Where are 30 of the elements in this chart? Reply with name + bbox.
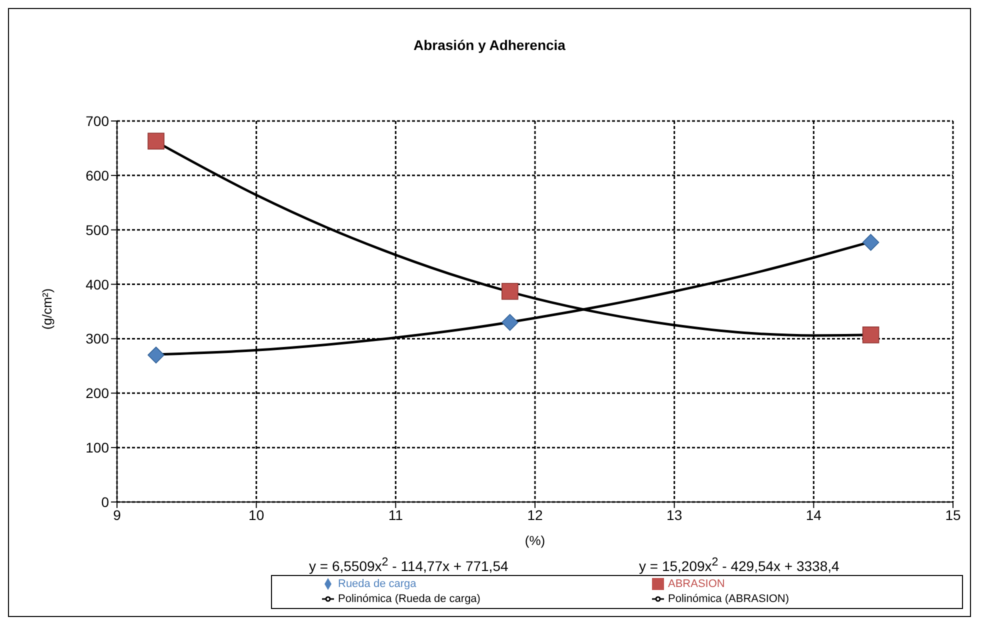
y-tick-label: 600 — [86, 167, 110, 184]
y-tick-label: 500 — [86, 222, 110, 238]
y-tick-label: 300 — [86, 330, 110, 347]
y-tick-label: 400 — [86, 276, 110, 292]
point — [148, 132, 164, 150]
y-tick-label: 100 — [86, 440, 110, 456]
x-tick-label: 12 — [527, 506, 543, 523]
legend-label: Polinómica (Rueda de carga) — [338, 593, 480, 605]
x-tick-label: 15 — [945, 506, 961, 523]
chart-title: Abrasión y Adherencia — [412, 37, 566, 53]
point — [502, 282, 518, 300]
x-tick-label: 13 — [666, 506, 682, 523]
y-tick-label: 0 — [101, 494, 110, 510]
text: y = 6,5509x$^{2}$ - 114,77x + 771,54 — [309, 555, 508, 574]
x-axis-title: (%) — [524, 533, 546, 548]
legend-label: Rueda de carga — [338, 578, 416, 590]
text: y = 15,209x$^{2}$ - 429,54x + 3338,4 — [639, 555, 840, 574]
y-axis-title: (g/cm²) — [40, 288, 54, 330]
legend-label: ABRASION — [668, 578, 725, 590]
y-tick-label: 700 — [86, 112, 110, 129]
point — [148, 346, 164, 364]
point — [862, 234, 880, 251]
point — [862, 326, 880, 344]
x-tick-label: 9 — [113, 506, 122, 523]
x-tick-label: 11 — [388, 506, 404, 523]
x-tick-label: 10 — [248, 506, 264, 523]
legend-label: Polinómica (ABRASION) — [668, 593, 790, 605]
y-tick-label: 200 — [86, 385, 110, 402]
point — [502, 314, 518, 331]
x-tick-label: 14 — [806, 506, 822, 523]
